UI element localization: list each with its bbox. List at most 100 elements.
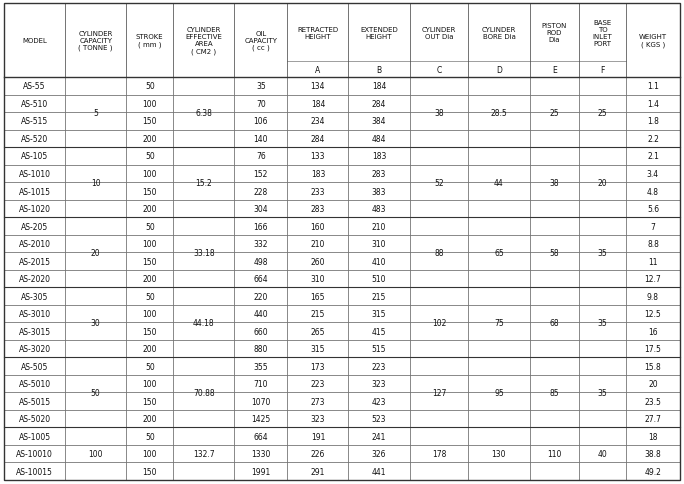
Bar [410, 131, 469, 148]
Bar [469, 323, 529, 340]
Text: AS-3015: AS-3015 [18, 327, 51, 336]
Bar [579, 463, 626, 480]
Text: CYLINDER
EFFECTIVE
AREA
( CM2 ): CYLINDER EFFECTIVE AREA ( CM2 ) [185, 27, 222, 55]
Bar [127, 218, 173, 235]
Bar [173, 393, 235, 410]
Text: 315: 315 [372, 309, 386, 318]
Bar [469, 4, 529, 78]
Text: 17.5: 17.5 [644, 345, 661, 353]
Text: 498: 498 [254, 257, 268, 266]
Text: 50: 50 [145, 432, 155, 441]
Bar [173, 305, 235, 323]
Text: 100: 100 [142, 379, 157, 388]
Bar [65, 4, 127, 78]
Bar [4, 183, 65, 200]
Text: 183: 183 [311, 170, 325, 179]
Bar [579, 305, 626, 323]
Text: AS-2010: AS-2010 [18, 240, 51, 249]
Text: 200: 200 [142, 135, 157, 144]
Bar [469, 218, 529, 235]
Text: 355: 355 [254, 362, 268, 371]
Bar [4, 410, 65, 427]
Bar [529, 375, 579, 393]
Bar [65, 393, 127, 410]
Bar [4, 95, 65, 113]
Bar [626, 427, 680, 445]
Bar [529, 358, 579, 375]
Bar [127, 340, 173, 358]
Text: 106: 106 [254, 117, 268, 126]
Text: D: D [496, 66, 502, 75]
Bar [469, 305, 529, 323]
Bar [626, 253, 680, 270]
Bar [529, 235, 579, 253]
Bar [127, 78, 173, 95]
Bar [579, 113, 626, 131]
Bar [348, 463, 410, 480]
Bar [127, 113, 173, 131]
Bar [4, 166, 65, 183]
Bar [235, 95, 287, 113]
Bar [579, 131, 626, 148]
Bar [65, 410, 127, 427]
Text: E: E [552, 66, 557, 75]
Bar [65, 288, 127, 305]
Bar [235, 375, 287, 393]
Bar [287, 305, 348, 323]
Text: AS-1010: AS-1010 [18, 170, 51, 179]
Text: 515: 515 [372, 345, 386, 353]
Bar [529, 427, 579, 445]
Text: AS-505: AS-505 [21, 362, 49, 371]
Bar [410, 148, 469, 166]
Text: 178: 178 [432, 449, 446, 458]
Bar [287, 463, 348, 480]
Text: 1991: 1991 [251, 467, 270, 476]
Bar [626, 166, 680, 183]
Bar [173, 148, 235, 166]
Bar [173, 375, 235, 393]
Bar [579, 340, 626, 358]
Bar [529, 445, 579, 463]
Bar [65, 340, 127, 358]
Bar [287, 4, 348, 78]
Bar [410, 410, 469, 427]
Text: AS-3010: AS-3010 [18, 309, 51, 318]
Text: 660: 660 [254, 327, 268, 336]
Text: 664: 664 [254, 274, 268, 284]
Bar [579, 358, 626, 375]
Bar [235, 183, 287, 200]
Text: 68: 68 [549, 318, 559, 327]
Bar [235, 200, 287, 218]
Bar [579, 393, 626, 410]
Text: 140: 140 [254, 135, 268, 144]
Text: 133: 133 [311, 152, 325, 161]
Bar [127, 270, 173, 288]
Bar [173, 445, 235, 463]
Bar [410, 95, 469, 113]
Text: 215: 215 [372, 292, 386, 301]
Bar [127, 358, 173, 375]
Text: 510: 510 [372, 274, 386, 284]
Bar [287, 270, 348, 288]
Bar [579, 200, 626, 218]
Bar [469, 235, 529, 253]
Text: 35: 35 [598, 248, 607, 257]
Bar [579, 270, 626, 288]
Bar [287, 78, 348, 95]
Bar [348, 78, 410, 95]
Bar [173, 131, 235, 148]
Bar [4, 288, 65, 305]
Text: 383: 383 [372, 187, 386, 196]
Bar [65, 463, 127, 480]
Bar [579, 218, 626, 235]
Text: 33.18: 33.18 [193, 248, 215, 257]
Bar [579, 166, 626, 183]
Bar [127, 393, 173, 410]
Text: 150: 150 [142, 117, 157, 126]
Bar [579, 78, 626, 95]
Text: 16: 16 [648, 327, 658, 336]
Text: 440: 440 [254, 309, 268, 318]
Text: 184: 184 [311, 100, 325, 109]
Bar [626, 4, 680, 78]
Text: 310: 310 [372, 240, 386, 249]
